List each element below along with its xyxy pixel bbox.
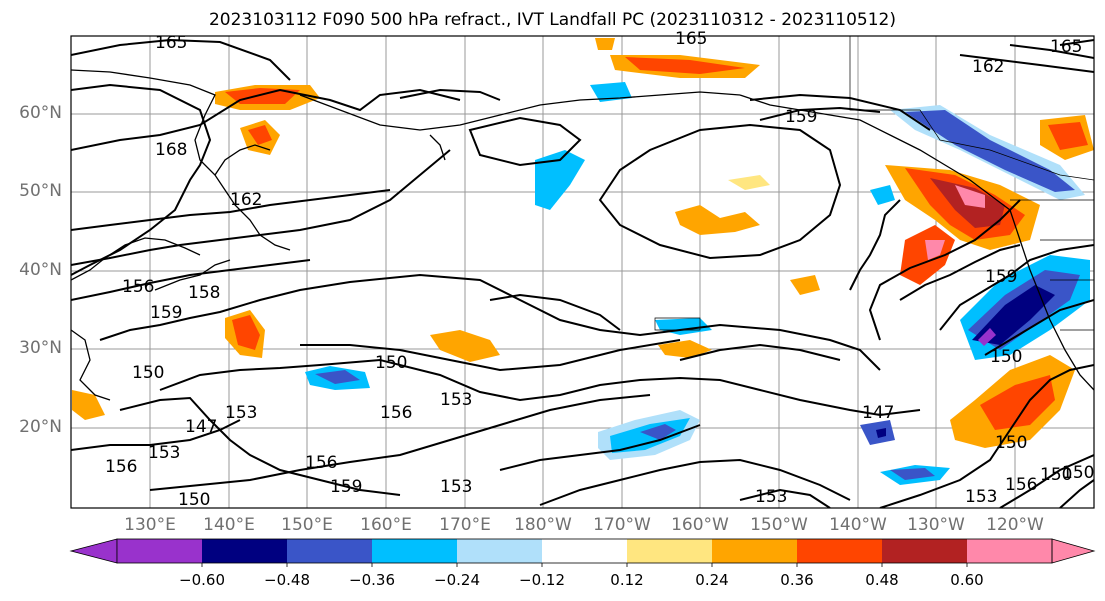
colorbar-bin	[797, 539, 882, 563]
contour-label: 150	[995, 433, 1027, 453]
contour-label: 156	[1005, 475, 1037, 495]
contour-label: 153	[755, 487, 787, 507]
contour-label: 159	[150, 303, 182, 323]
lon-label: 140°W	[829, 515, 887, 535]
lon-label: 170°W	[593, 515, 651, 535]
colorbar-tick-label: 0.48	[865, 571, 899, 589]
contour-label: 165	[675, 29, 707, 49]
refractivity-contours	[71, 38, 1094, 508]
colorbar-bin	[967, 539, 1052, 563]
lon-label: 120°W	[986, 515, 1044, 535]
contour-label: 159	[330, 477, 362, 497]
colorbar-tick-label: 0.12	[610, 571, 644, 589]
colorbar-bin	[457, 539, 542, 563]
contour-label: 153	[225, 403, 257, 423]
colorbar-tick-label: 0.60	[950, 571, 984, 589]
contour-label: 159	[785, 107, 817, 127]
contour-label: 150	[178, 490, 210, 510]
colorbar-tick-label: −0.48	[264, 571, 310, 589]
contour-label: 158	[188, 283, 220, 303]
contour-label: 162	[230, 190, 262, 210]
colorbar-bin	[202, 539, 287, 563]
contour-label: 150	[132, 363, 164, 383]
contour-label: 156	[380, 403, 412, 423]
lon-label: 180°W	[514, 515, 572, 535]
map-frame	[70, 35, 1095, 509]
contour-label: 150	[375, 353, 407, 373]
colorbar-bin	[372, 539, 457, 563]
lat-label-40n: 40°N	[19, 260, 62, 280]
contour-label: 162	[972, 57, 1004, 77]
lon-label: 130°W	[907, 515, 965, 535]
colorbar-bin	[627, 539, 712, 563]
colorbar-extend-low	[69, 538, 118, 564]
lat-label-50n: 50°N	[19, 181, 62, 201]
contour-label: 147	[862, 403, 894, 423]
lon-label: 160°E	[360, 515, 412, 535]
contour-label: 153	[965, 487, 997, 507]
colorbar-tick-label: −0.12	[519, 571, 565, 589]
contour-label: 156	[122, 277, 154, 297]
contour-label: 153	[440, 477, 472, 497]
colorbar-bin	[117, 539, 202, 563]
contour-label: 150	[1040, 465, 1072, 485]
colorbar-tick-label: −0.60	[179, 571, 225, 589]
contour-label: 159	[985, 267, 1017, 287]
refractivity-shading	[72, 38, 1094, 485]
contour-label: 165	[1050, 37, 1082, 57]
colorbar-tick-label: −0.36	[349, 571, 395, 589]
lon-label: 150°W	[750, 515, 808, 535]
coastlines	[71, 69, 1094, 401]
lon-label: 170°E	[439, 515, 491, 535]
lon-label: 130°E	[124, 515, 176, 535]
colorbar-tick-label: 0.36	[780, 571, 814, 589]
contour-label: 156	[305, 453, 337, 473]
contour-label: 168	[155, 140, 187, 160]
colorbar-bin	[882, 539, 967, 563]
colorbar-bin	[542, 539, 627, 563]
contour-labels: 165 165 162 165 159 168 162 156 159 158 …	[105, 29, 1094, 510]
contour-label: 150	[990, 347, 1022, 367]
contour-label: 150	[1062, 463, 1094, 483]
contour-label: 153	[148, 443, 180, 463]
map-title: 2023103112 F090 500 hPa refract., IVT La…	[208, 10, 896, 30]
lat-label-60n: 60°N	[19, 103, 62, 123]
lat-label-20n: 20°N	[19, 417, 62, 437]
lat-label-30n: 30°N	[19, 338, 62, 358]
lon-label: 160°W	[671, 515, 729, 535]
colorbar	[69, 538, 1096, 567]
contour-label: 156	[105, 457, 137, 477]
lon-label: 150°E	[281, 515, 333, 535]
contour-label: 165	[155, 33, 187, 53]
contour-label: 147	[185, 417, 217, 437]
lon-label: 140°E	[203, 515, 255, 535]
contour-label: 153	[440, 390, 472, 410]
colorbar-bin	[712, 539, 797, 563]
colorbar-bin	[287, 539, 372, 563]
colorbar-tick-label: −0.24	[434, 571, 480, 589]
colorbar-tick-label: 0.24	[695, 571, 729, 589]
colorbar-extend-high	[1051, 538, 1096, 564]
